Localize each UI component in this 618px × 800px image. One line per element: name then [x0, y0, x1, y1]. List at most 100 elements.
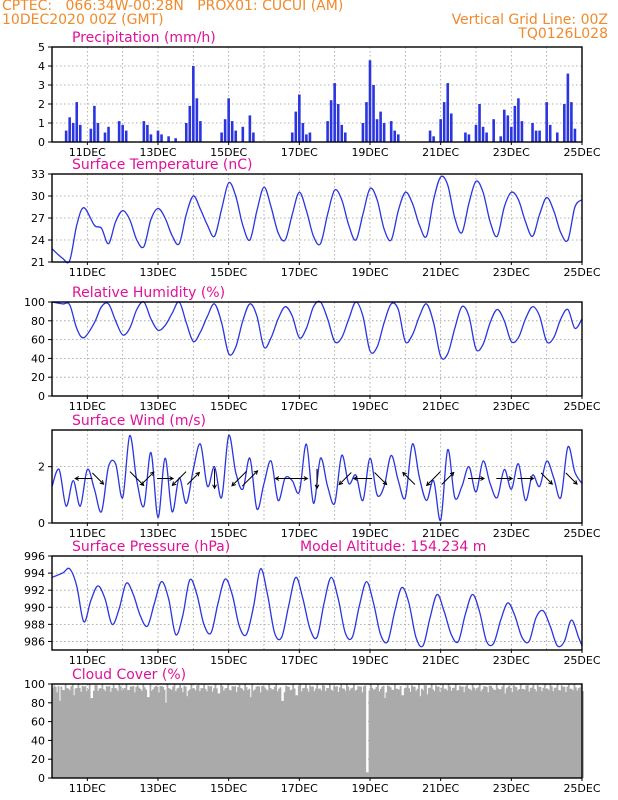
- precip-bar: [502, 109, 506, 142]
- cloud-bar: [121, 690, 124, 778]
- cloud-bar: [432, 689, 434, 778]
- cloud-bar: [143, 687, 146, 778]
- cloud-bar: [405, 687, 408, 778]
- cloud-bar: [63, 690, 66, 778]
- precip-bar: [379, 111, 382, 142]
- cloud-bar: [153, 687, 156, 778]
- cloud-bar: [163, 689, 166, 778]
- cloud-bar: [484, 686, 487, 778]
- plot-frame: [51, 555, 583, 651]
- cloud-bar: [68, 690, 71, 778]
- cloud-bar: [126, 690, 129, 778]
- cloud-bar: [204, 688, 207, 778]
- cloud-bar: [213, 688, 215, 778]
- y-tick-label: 0: [38, 772, 45, 785]
- wind-arrow-head: [529, 476, 535, 481]
- precip-bar: [167, 136, 170, 142]
- cloud-bar: [173, 684, 176, 778]
- precip-bar: [220, 132, 223, 142]
- cloud-bar: [230, 690, 232, 778]
- precip-bar: [365, 102, 368, 142]
- cloud-bar: [228, 689, 231, 778]
- wind-arrow: [402, 472, 416, 485]
- wind-arrow-head: [274, 476, 280, 481]
- x-tick-label: 21DEC: [422, 527, 459, 540]
- wind-arrow: [441, 472, 455, 485]
- cloud-bar: [316, 684, 319, 778]
- cloud-bar: [451, 688, 454, 778]
- cloud-bar: [321, 684, 324, 778]
- cloud-bar: [394, 684, 396, 778]
- cloud-bar: [239, 688, 242, 778]
- cloud-bar: [365, 772, 368, 778]
- cloud-bar: [182, 692, 184, 778]
- cloud-bar: [375, 687, 378, 778]
- cloud-bar: [54, 686, 57, 778]
- precip-bar: [234, 130, 238, 142]
- cloud-bar: [313, 691, 316, 778]
- cloud-bar: [317, 688, 320, 778]
- precip-bar: [481, 126, 485, 142]
- cloud-bar: [481, 689, 484, 778]
- cloud-bar: [490, 685, 492, 778]
- precip-bar: [290, 132, 294, 142]
- cloud-bar: [306, 688, 309, 778]
- cloud-bar: [323, 685, 326, 778]
- cloud-bar: [122, 688, 125, 778]
- cloud-bar: [477, 687, 480, 778]
- cloud-bar: [437, 686, 440, 778]
- cloud-bar: [295, 695, 297, 778]
- y-tick-label: 100: [24, 678, 45, 691]
- cloud-bar: [505, 688, 508, 778]
- cloud-bar: [247, 690, 249, 778]
- cloud-bar: [145, 689, 148, 778]
- panel-title: Surface Pressure (hPa): [72, 539, 230, 555]
- cloud-bar: [139, 688, 142, 778]
- cloud-bar: [464, 686, 467, 778]
- cloud-bar: [150, 690, 153, 778]
- cloud-bar: [470, 690, 473, 778]
- x-tick-label: 25DEC: [563, 146, 600, 159]
- cloud-bar: [466, 685, 468, 778]
- cloud-bar: [545, 689, 548, 778]
- plot-area: [52, 302, 582, 396]
- header-grid-note: Vertical Grid Line: 00Z: [451, 12, 608, 28]
- wind-arrow: [171, 471, 187, 486]
- cloud-bar: [457, 690, 460, 778]
- x-tick-label: 15DEC: [210, 654, 247, 667]
- series-line: [51, 175, 583, 264]
- cloud-bar: [391, 689, 394, 778]
- x-tick-label: 25DEC: [563, 400, 600, 413]
- precip-bar: [121, 124, 124, 142]
- cloud-bar: [549, 684, 552, 778]
- x-tick-label: 21DEC: [422, 782, 459, 795]
- cloud-bar: [579, 687, 581, 778]
- cloud-bar: [577, 688, 580, 778]
- x-tick-label: 11DEC: [69, 527, 106, 540]
- cloud-bar: [360, 686, 362, 778]
- precip-bar: [184, 123, 188, 142]
- precip-bar: [531, 123, 534, 142]
- y-tick-label: 0: [38, 517, 45, 530]
- cloud-bar: [97, 690, 100, 778]
- cloud-bar: [368, 690, 371, 778]
- cloud-bar: [283, 692, 286, 778]
- precip-bar: [195, 98, 199, 142]
- cloud-bar: [532, 684, 535, 778]
- cloud-bar: [353, 684, 355, 778]
- cloud-bar: [201, 688, 204, 778]
- cloud-bar: [415, 690, 418, 778]
- cloud-bar: [248, 688, 251, 778]
- wind-arrow: [374, 472, 387, 485]
- precip-bar: [520, 121, 524, 142]
- cloud-bar: [167, 688, 170, 778]
- cloud-bar: [334, 686, 337, 778]
- cloud-bar: [347, 686, 350, 778]
- precip-bar: [107, 126, 110, 142]
- cloud-bar: [460, 686, 463, 778]
- cloud-bar: [379, 688, 382, 778]
- cloud-bar: [60, 686, 63, 778]
- cloud-bar: [88, 684, 91, 778]
- x-tick-label: 15DEC: [210, 782, 247, 795]
- precip-bar: [382, 123, 386, 142]
